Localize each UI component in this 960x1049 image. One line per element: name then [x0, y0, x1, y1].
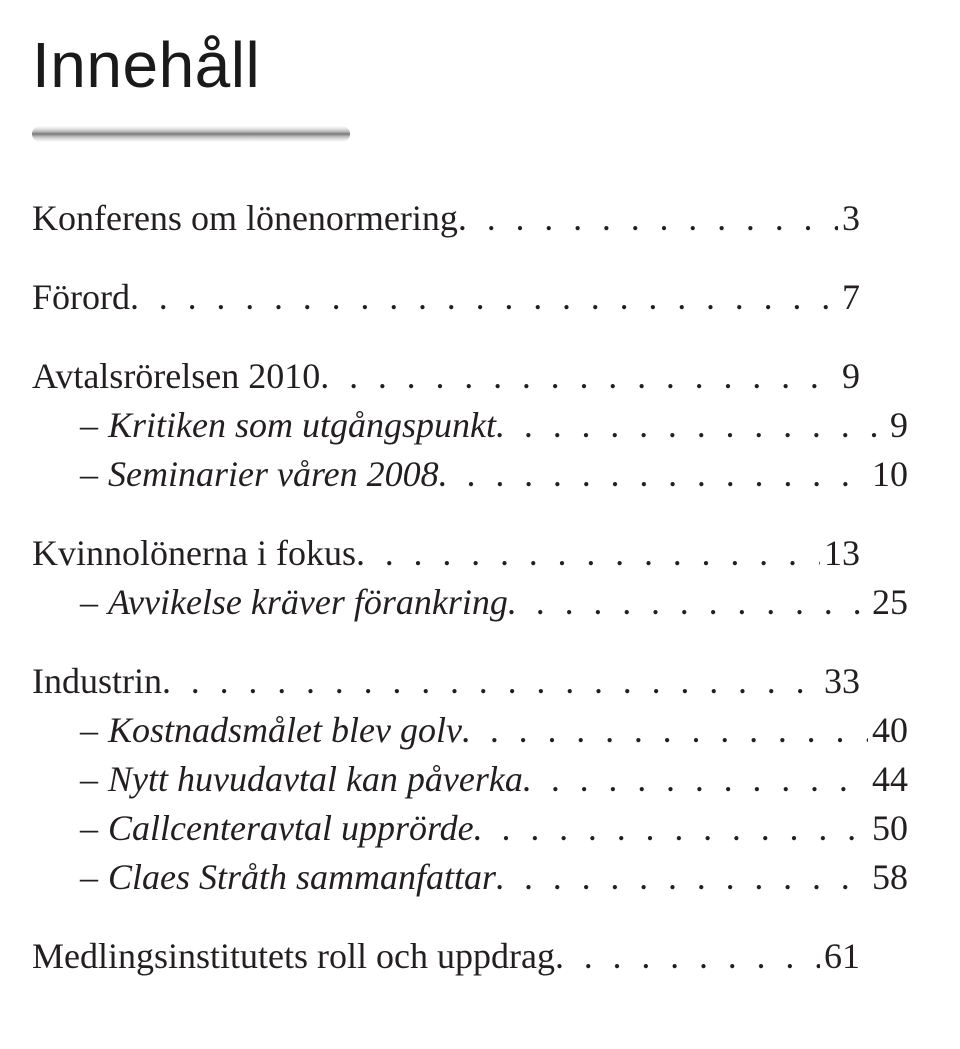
toc-entry: –Kostnadsmålet blev golv 40 — [32, 708, 908, 753]
toc-label: Seminarier våren 2008 — [108, 452, 439, 497]
toc-page-number: 13 — [820, 531, 860, 576]
toc-label: Callcenteravtal upprörde — [108, 806, 474, 851]
toc-page-number: 10 — [868, 452, 908, 497]
dash-icon: – — [80, 580, 108, 625]
toc-page-number: 33 — [820, 659, 860, 704]
toc-label: Konferens om lönenormering — [32, 196, 458, 241]
dot-leader — [458, 196, 838, 241]
toc-page-number: 9 — [886, 403, 908, 448]
toc-entry: –Avvikelse kräver förankring 25 — [32, 580, 908, 625]
dot-leader — [523, 757, 868, 802]
toc-label: Avtalsrörelsen 2010 — [32, 354, 320, 399]
toc-page-number: 61 — [820, 934, 860, 979]
dash-icon: – — [80, 452, 108, 497]
toc-entry: –Seminarier våren 2008 10 — [32, 452, 908, 497]
toc-entry: Medlingsinstitutets roll och uppdrag 61 — [32, 934, 860, 979]
toc-page-number: 7 — [838, 275, 860, 320]
toc-page-number: 58 — [868, 855, 908, 900]
toc-page: Innehåll Konferens om lönenormering 3 Föro… — [0, 0, 960, 979]
title-underline-bar — [32, 126, 350, 142]
toc-entry: Konferens om lönenormering 3 — [32, 196, 860, 241]
toc-entry: –Claes Stråth sammanfattar 58 — [32, 855, 908, 900]
toc-page-number: 25 — [868, 580, 908, 625]
dash-icon: – — [80, 757, 108, 802]
dot-leader — [130, 275, 838, 320]
dash-icon: – — [80, 403, 108, 448]
toc-label: Avvikelse kräver förankring — [108, 580, 508, 625]
dot-leader — [496, 855, 868, 900]
toc-page-number: 44 — [868, 757, 908, 802]
page-title: Innehåll — [32, 28, 860, 102]
toc-page-number: 40 — [868, 708, 908, 753]
toc-label: Förord — [32, 275, 130, 320]
toc-entry: –Callcenteravtal upprörde 50 — [32, 806, 908, 851]
toc-page-number: 50 — [868, 806, 908, 851]
toc-page-number: 9 — [838, 354, 860, 399]
dot-leader — [555, 934, 820, 979]
toc-label: Kritiken som utgångspunkt — [108, 403, 496, 448]
toc-label: Claes Stråth sammanfattar — [108, 855, 496, 900]
dot-leader — [474, 806, 868, 851]
toc-page-number: 3 — [838, 196, 860, 241]
toc-label: Medlingsinstitutets roll och uppdrag — [32, 934, 555, 979]
dot-leader — [496, 403, 886, 448]
toc-label: Kostnadsmålet blev golv — [108, 708, 462, 753]
dot-leader — [508, 580, 868, 625]
toc-label: Kvinnolönerna i fokus — [32, 531, 356, 576]
dot-leader — [320, 354, 838, 399]
toc-label: Nytt huvudavtal kan påverka — [108, 757, 523, 802]
toc-entry: Avtalsrörelsen 2010 9 — [32, 354, 860, 399]
toc-entry: Industrin 33 — [32, 659, 860, 704]
dot-leader — [439, 452, 868, 497]
dot-leader — [356, 531, 820, 576]
dash-icon: – — [80, 855, 108, 900]
dash-icon: – — [80, 708, 108, 753]
dot-leader — [162, 659, 820, 704]
toc-list: Konferens om lönenormering 3 Förord 7 Avtals… — [32, 196, 860, 979]
toc-entry: –Nytt huvudavtal kan påverka 44 — [32, 757, 908, 802]
dot-leader — [462, 708, 868, 753]
toc-entry: –Kritiken som utgångspunkt 9 — [32, 403, 908, 448]
toc-label: Industrin — [32, 659, 162, 704]
toc-entry: Kvinnolönerna i fokus 13 — [32, 531, 860, 576]
dash-icon: – — [80, 806, 108, 851]
toc-entry: Förord 7 — [32, 275, 860, 320]
